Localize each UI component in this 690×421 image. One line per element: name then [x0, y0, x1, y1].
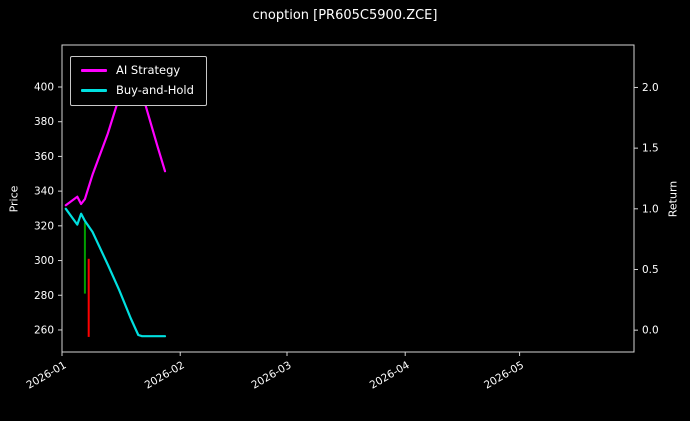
legend-item-buy-and-hold: Buy-and-Hold	[81, 82, 194, 98]
left-tick-label: 300	[34, 255, 54, 267]
x-tick-label: 2026-02	[143, 359, 187, 391]
right-tick-label: 0.5	[642, 264, 659, 276]
left-tick-label: 260	[34, 324, 54, 336]
x-tick-label: 2026-05	[482, 359, 526, 391]
ai-strategy-line-swatch	[81, 69, 107, 73]
right-tick-label: 1.0	[642, 203, 659, 215]
left-axis-label: Price	[7, 185, 21, 213]
candle-up	[83, 222, 86, 294]
buy-and-hold-line-swatch	[81, 89, 107, 93]
left-tick-label: 400	[34, 81, 54, 93]
legend-item-ai-strategy: AI Strategy	[81, 63, 194, 78]
x-tick-label: 2026-03	[249, 359, 293, 391]
left-tick-label: 360	[34, 151, 54, 163]
left-tick-label: 340	[34, 186, 54, 198]
right-tick-label: 0.0	[642, 325, 659, 337]
left-tick-label: 280	[34, 290, 54, 302]
left-tick-label: 320	[34, 220, 54, 232]
plot-border	[61, 44, 635, 353]
x-tick-label: 2026-01	[25, 359, 69, 391]
chart-title: cnoption [PR605C5900.ZCE]	[252, 8, 438, 23]
candle-down	[87, 258, 90, 337]
series-line-buy-and-hold	[64, 207, 167, 338]
right-tick-label: 2.0	[642, 82, 659, 94]
legend-label-ai-strategy: AI Strategy	[116, 63, 181, 77]
legend: AI Strategy Buy-and-Hold	[70, 56, 207, 106]
legend-label-buy-and-hold: Buy-and-Hold	[116, 82, 194, 97]
right-axis-label: Return	[666, 180, 680, 218]
left-tick-label: 380	[34, 116, 54, 128]
right-tick-label: 1.5	[642, 143, 659, 155]
x-tick-label: 2026-04	[368, 359, 412, 391]
